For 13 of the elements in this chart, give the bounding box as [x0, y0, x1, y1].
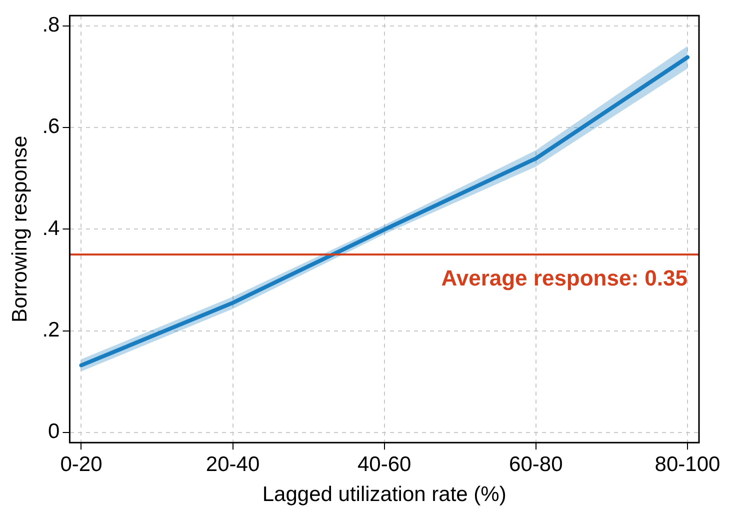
x-tick-label: 0-20 — [60, 452, 102, 476]
x-tick-label: 80-100 — [654, 452, 720, 476]
y-axis-title: Borrowing response — [8, 136, 32, 322]
y-tick-label: 0 — [48, 420, 60, 444]
x-tick-label: 60-80 — [509, 452, 563, 476]
x-axis-title: Lagged utilization rate (%) — [262, 483, 506, 506]
x-tick-label: 40-60 — [357, 452, 412, 476]
ref-line-label: Average response: 0.35 — [441, 266, 688, 291]
y-tick-label: .8 — [42, 14, 60, 37]
x-tick-label: 20-40 — [206, 452, 260, 476]
y-tick-label: .6 — [42, 115, 60, 138]
y-tick-label: .2 — [42, 318, 60, 342]
y-tick-label: .4 — [42, 216, 60, 240]
